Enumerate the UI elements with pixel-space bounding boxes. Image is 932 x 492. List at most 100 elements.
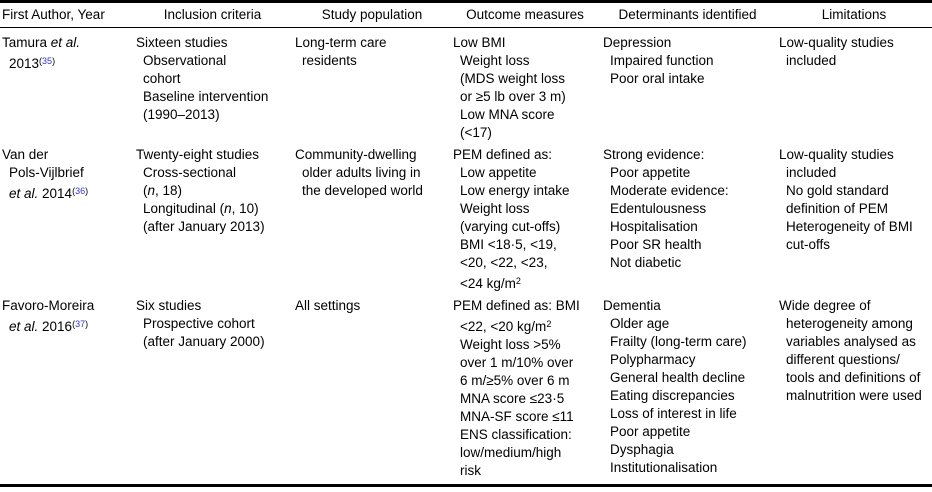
text-run: Observational	[143, 53, 227, 68]
cell-line: low/medium/high	[453, 444, 599, 462]
cell-determinants-identified: Depression Impaired function Poor oral int…	[599, 34, 776, 142]
text-run: Low-quality studies	[779, 147, 894, 162]
superscript-text: 2	[546, 319, 552, 329]
text-run: Low MNA score	[460, 107, 555, 122]
cell-line: PEM defined as:	[453, 146, 599, 164]
cell-limitations: Wide degree of heterogeneity among variabl…	[776, 297, 932, 480]
cell-line: Observational	[136, 52, 293, 70]
citation-ref-link[interactable]: 36	[75, 186, 86, 196]
cell-line: <20, <22, <23,	[453, 254, 599, 272]
text-run: Loss of interest in life	[610, 406, 737, 421]
cell-line: Moderate evidence:	[603, 182, 776, 200]
cell-line: Impaired function	[603, 52, 776, 70]
text-run: Dementia	[603, 298, 661, 313]
text-run: MNA-SF score ≤11	[460, 409, 574, 424]
column-header-inclusion-criteria: Inclusion criteria	[163, 7, 262, 22]
citation-ref-link[interactable]: 35	[42, 56, 53, 66]
text-run: PEM defined as: BMI	[453, 298, 580, 313]
cell-line: Wide degree of	[779, 297, 932, 315]
cell-inclusion-criteria: Twenty-eight studies Cross-sectional (n, 1…	[132, 146, 293, 293]
cell-inclusion-criteria: Six studies Prospective cohort (after Janu…	[132, 297, 293, 480]
text-run: Pols-Vijlbrief	[9, 165, 84, 180]
superscript-text: (	[39, 56, 43, 66]
cell-line: the developed world	[295, 182, 451, 200]
cell-line: Dementia	[603, 297, 776, 315]
text-run: older adults living in	[302, 165, 421, 180]
text-run: Poor oral intake	[610, 71, 705, 86]
text-run: Six studies	[136, 298, 202, 313]
text-run: Weight loss	[460, 53, 530, 68]
cell-line: Frailty (long-term care)	[603, 333, 776, 351]
cell-limitations: Low-quality studies included	[776, 34, 932, 142]
text-run: Weight loss	[460, 201, 530, 216]
text-run: heterogeneity among	[786, 316, 913, 331]
cell-line: Hospitalisation	[603, 218, 776, 236]
text-run: Low appetite	[460, 165, 537, 180]
cell-line: included	[779, 164, 932, 182]
text-run: the developed world	[302, 183, 423, 198]
cell-line: Dysphagia	[603, 441, 776, 459]
cell-line: heterogeneity among	[779, 315, 932, 333]
text-run: Poor SR health	[610, 237, 702, 252]
cell-line: Pols-Vijlbrief	[2, 164, 132, 182]
text-run: (after January 2013)	[143, 219, 265, 234]
cell-line: Favoro-Moreira	[2, 297, 132, 315]
text-run: Longitudinal (	[143, 201, 225, 216]
text-run: Sixteen studies	[136, 35, 228, 50]
cell-line: Depression	[603, 34, 776, 52]
cell-line: 6 m/≥5% over 6 m	[453, 372, 599, 390]
cell-line: Van der	[2, 146, 132, 164]
text-run: n	[224, 201, 232, 216]
text-run: included	[786, 53, 837, 68]
text-run: Moderate evidence:	[610, 183, 729, 198]
text-run: Wide degree of	[779, 298, 871, 313]
cell-line: <22, <20 kg/m2	[453, 315, 599, 336]
text-run: Depression	[603, 35, 672, 50]
cell-line: malnutrition were used	[779, 387, 932, 405]
cell-line: 2013(35)	[2, 52, 132, 73]
cell-line: risk	[453, 462, 599, 480]
cell-line: BMI <18·5, <19,	[453, 236, 599, 254]
text-run: BMI <18·5, <19,	[460, 237, 557, 252]
cell-line: et al. 2014(36)	[2, 182, 132, 203]
cell-line: included	[779, 52, 932, 70]
text-run: variables analysed as	[786, 334, 916, 349]
text-run: , 18)	[155, 183, 183, 198]
cell-line: tools and definitions of	[779, 369, 932, 387]
text-run: (varying cut-offs)	[460, 219, 561, 234]
text-run: (MDS weight loss	[460, 71, 566, 86]
cell-line: Community-dwelling	[295, 146, 451, 164]
cell-outcome-measures: PEM defined as: Low appetite Low energy in…	[451, 146, 599, 293]
text-run: over 1 m/10% over	[460, 355, 574, 370]
text-run: Low BMI	[453, 35, 506, 50]
text-run: Long-term care	[295, 35, 387, 50]
text-run: Van der	[2, 147, 49, 162]
text-run: Edentulousness	[610, 201, 707, 216]
column-header-determinants-identified: Determinants identified	[618, 7, 757, 22]
cell-line: ENS classification:	[453, 426, 599, 444]
cell-line: Eating discrepancies	[603, 387, 776, 405]
citation-ref-link[interactable]: 37	[75, 319, 86, 329]
text-run: risk	[460, 463, 481, 478]
cell-limitations: Low-quality studies included No gold stand…	[776, 146, 932, 293]
text-run: cut-offs	[786, 237, 831, 252]
text-run: Baseline intervention	[143, 89, 269, 104]
cell-line: older adults living in	[295, 164, 451, 182]
text-run: ENS classification:	[460, 427, 572, 442]
text-run: MNA score ≤23·5	[460, 391, 565, 406]
cell-line: Low energy intake	[453, 182, 599, 200]
text-run: Heterogeneity of BMI	[786, 219, 913, 234]
cell-line: residents	[295, 52, 451, 70]
cell-line: (varying cut-offs)	[453, 218, 599, 236]
text-run: Polypharmacy	[610, 352, 696, 367]
bottom-rule	[0, 484, 932, 487]
cell-line: Low appetite	[453, 164, 599, 182]
text-run: PEM defined as:	[453, 147, 553, 162]
superscript-text: 2	[515, 276, 521, 286]
cell-line: different questions/	[779, 351, 932, 369]
column-header-first-author-year: First Author, Year	[2, 7, 105, 22]
cell-line: or ≥5 lb over 3 m)	[453, 88, 599, 106]
cell-line: Tamura et al.	[2, 34, 132, 52]
cell-line: Long-term care	[295, 34, 451, 52]
